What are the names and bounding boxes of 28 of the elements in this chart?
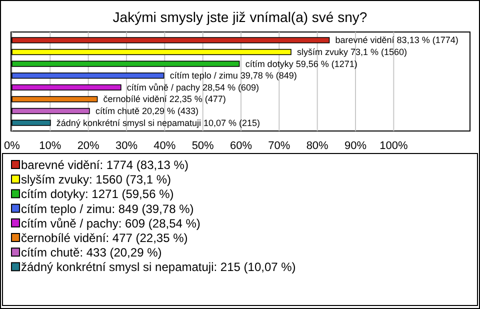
x-tick-label: 30%: [115, 140, 138, 152]
x-tick-label: 100%: [380, 140, 408, 152]
x-tick-label: 40%: [154, 140, 176, 152]
category-label: žádný konkrétní smysl si nepamatuji 10,07 % (215): [56, 118, 260, 128]
x-tick-label: 60%: [230, 140, 252, 152]
x-tick-label: 20%: [77, 140, 100, 152]
category-label: černobílé vidění 22,35 % (477): [103, 94, 226, 104]
category-label: cítím vůně / pachy 28,54 % (609): [126, 82, 260, 92]
category-label: barevné vidění 83,13 % (1774): [335, 35, 458, 46]
x-tick-label: 80%: [306, 140, 329, 152]
text: slyším zvuky: 1560 (73,1 %): [21, 172, 172, 187]
text: cítím chutě: 433 (20,29 %): [21, 246, 162, 260]
category-label: cítím chutě 20,29 % (433): [95, 106, 199, 116]
text: cítím teplo / zimu: 849 (39,78 %): [21, 202, 194, 216]
text: žádný konkrétní smysl si nepamatuji: 215 (10,07 %): [21, 260, 296, 274]
category-label: cítím dotyky 59,56 % (1271): [245, 58, 358, 69]
x-tick-label: 50%: [192, 140, 214, 152]
x-tick-label: 0%: [4, 140, 20, 152]
text: barevné vidění: 1774 (83,13 %): [21, 158, 188, 172]
chart-title: Jakými smysly jste již vnímal(a) své sny?: [112, 9, 368, 25]
x-tick-label: 10%: [39, 140, 62, 152]
category-label: slyším zvuky 73,1 % (1560): [297, 46, 408, 57]
text: cítím vůně / pachy: 609 (28,54 %): [21, 216, 200, 230]
x-tick-label: 70%: [268, 140, 290, 152]
category-label: cítím teplo / zimu 39,78 % (849): [170, 70, 297, 81]
text: cítím dotyky: 1271 (59,56 %): [21, 187, 174, 202]
x-tick-label: 90%: [344, 140, 367, 152]
text: černobílé vidění: 477 (22,35 %): [21, 231, 188, 245]
